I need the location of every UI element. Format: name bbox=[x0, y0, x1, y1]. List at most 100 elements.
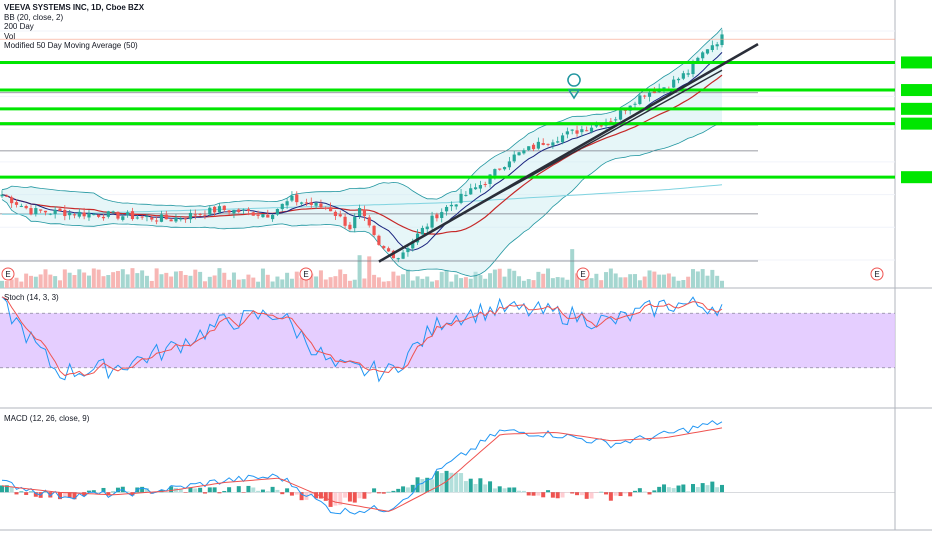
earnings-marker-icon[interactable]: E bbox=[299, 267, 313, 281]
candle-body bbox=[174, 217, 178, 222]
macd-histogram-bar bbox=[270, 486, 275, 493]
macd-histogram-bar bbox=[362, 492, 367, 499]
ma-indicator-label[interactable]: 200 Day bbox=[4, 22, 34, 32]
candle-body bbox=[367, 217, 371, 226]
macd-histogram-bar bbox=[101, 487, 106, 493]
macd-histogram-bar bbox=[459, 473, 464, 493]
macd-histogram-bar bbox=[430, 479, 435, 493]
volume-bar bbox=[57, 280, 62, 288]
volume-bar bbox=[391, 271, 396, 288]
volume-bar bbox=[62, 269, 67, 288]
volume-bar bbox=[521, 280, 526, 288]
horizontal-levels[interactable] bbox=[0, 38, 932, 184]
macd-histogram-bar bbox=[676, 485, 681, 493]
earnings-letter: E bbox=[303, 270, 308, 279]
candle-body bbox=[493, 169, 497, 176]
earnings-marker-icon[interactable]: E bbox=[576, 267, 590, 281]
macd-histogram-bar bbox=[531, 492, 536, 496]
macd-histogram-bar bbox=[599, 491, 604, 493]
candle-body bbox=[58, 208, 62, 212]
volume-bar bbox=[289, 278, 294, 288]
volume-bar bbox=[492, 269, 497, 288]
candle-body bbox=[425, 226, 429, 230]
candle-body bbox=[227, 210, 231, 213]
candle-body bbox=[232, 209, 236, 214]
candle-body bbox=[295, 194, 299, 203]
volume-bar bbox=[236, 279, 241, 288]
earnings-marker-icon[interactable]: E bbox=[1, 267, 15, 281]
macd-histogram-bar bbox=[410, 484, 415, 493]
candle-body bbox=[672, 79, 676, 88]
trendlines[interactable] bbox=[378, 42, 759, 263]
macd-histogram-bar bbox=[140, 486, 145, 493]
macd-histogram-bar bbox=[671, 488, 676, 493]
macd-histogram-bar bbox=[420, 479, 425, 493]
stoch-d-line bbox=[1, 296, 723, 377]
volume-bar bbox=[405, 269, 410, 288]
volume-bar bbox=[299, 277, 304, 288]
macd-histogram-bar bbox=[328, 492, 333, 507]
volume-bar bbox=[246, 274, 251, 288]
candle-body bbox=[271, 214, 275, 220]
candle-body bbox=[589, 127, 594, 132]
stoch-indicator-label[interactable]: Stoch (14, 3, 3) bbox=[4, 293, 59, 302]
candle-body bbox=[130, 211, 135, 220]
bb-indicator-label[interactable]: BB (20, close, 2) bbox=[4, 12, 64, 22]
macd-histogram-bar bbox=[526, 492, 531, 496]
macd-histogram-bar bbox=[618, 492, 623, 497]
volume-bars bbox=[0, 249, 724, 288]
volume-bar bbox=[483, 278, 488, 288]
candle-body bbox=[198, 214, 202, 216]
macd-histogram-bar bbox=[212, 487, 217, 493]
macd-histogram-bar bbox=[352, 492, 357, 503]
sma-indicator-label[interactable]: Modified 50 Day Moving Average (50) bbox=[4, 41, 138, 51]
earnings-circle bbox=[1, 267, 15, 281]
candle-body bbox=[618, 110, 623, 120]
macd-histogram-bar bbox=[183, 492, 188, 493]
macd-histogram-bar bbox=[338, 492, 343, 506]
macd-histogram-bar bbox=[555, 492, 560, 499]
macd-histogram-bar bbox=[492, 488, 497, 493]
macd-histogram-bar bbox=[507, 487, 512, 493]
volume-bar bbox=[463, 277, 468, 288]
candle-body bbox=[314, 202, 318, 206]
candle-body bbox=[290, 195, 294, 201]
candle-body bbox=[77, 211, 81, 217]
volume-bar bbox=[256, 281, 261, 288]
volume-bar bbox=[125, 274, 130, 288]
symbol-title[interactable]: VEEVA SYSTEMS INC, 1D, Cboe BZX bbox=[4, 3, 145, 12]
level-tag bbox=[901, 117, 932, 130]
macd-histogram-bar bbox=[82, 492, 87, 496]
candle-body bbox=[121, 216, 125, 220]
macd-indicator-label[interactable]: MACD (12, 26, close, 9) bbox=[4, 414, 90, 423]
macd-histogram-bar bbox=[309, 492, 314, 496]
candle-body bbox=[164, 214, 168, 220]
volume-bar bbox=[314, 276, 319, 288]
volume-bar bbox=[608, 268, 613, 288]
stoch-legend: Stoch (14, 3, 3) bbox=[4, 293, 59, 303]
candle-body bbox=[53, 209, 57, 214]
candle-body bbox=[662, 87, 666, 90]
macd-histogram-bar bbox=[705, 485, 710, 493]
volume-bar bbox=[9, 279, 14, 288]
macd-histogram-bar bbox=[478, 478, 483, 493]
macd-histogram-bar bbox=[710, 481, 715, 493]
macd-histogram-bar bbox=[439, 473, 444, 493]
level-tag bbox=[901, 56, 932, 69]
volume-bar bbox=[241, 279, 246, 288]
candle-body bbox=[309, 202, 313, 205]
earnings-circle bbox=[576, 267, 590, 281]
macd-histogram-bar bbox=[299, 492, 304, 501]
macd-histogram-bar bbox=[700, 483, 705, 493]
level-tag bbox=[901, 84, 932, 97]
earnings-marker-icon[interactable]: E bbox=[870, 267, 884, 281]
candle-body bbox=[266, 214, 270, 218]
earnings-circle bbox=[299, 267, 313, 281]
vol-indicator-label[interactable]: Vol bbox=[4, 31, 16, 41]
sma-line bbox=[1, 52, 723, 251]
candle-body bbox=[275, 209, 280, 215]
macd-histogram-bar bbox=[343, 492, 348, 498]
candle-body bbox=[560, 135, 565, 143]
